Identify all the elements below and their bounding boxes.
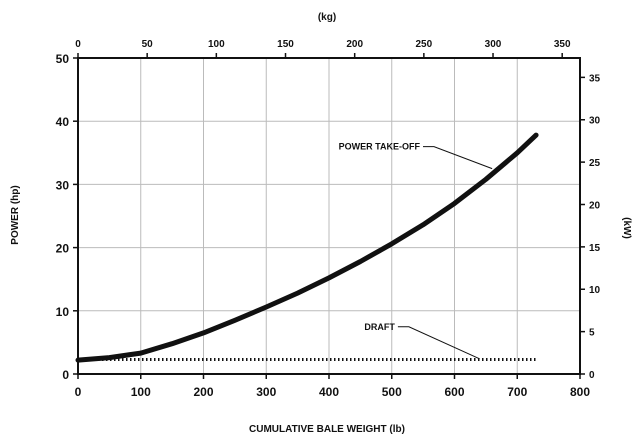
y2-tick-label: 15: [589, 243, 601, 254]
x2-tick-label: 50: [142, 39, 154, 50]
annotation-draft-leader: [397, 326, 480, 360]
y2-tick-label: 30: [589, 116, 601, 127]
y-axis-title: POWER (hp): [10, 185, 21, 244]
x-tick-label: 800: [570, 385, 590, 399]
y2-tick-label: 35: [589, 73, 601, 84]
x-tick-label: 500: [382, 385, 402, 399]
x2-tick-label: 300: [485, 39, 502, 50]
annotation-draft: DRAFT: [364, 322, 395, 332]
x2-tick-label: 100: [208, 39, 225, 50]
x-tick-label: 0: [75, 385, 82, 399]
y-tick-label: 20: [56, 242, 70, 256]
x2-tick-label: 200: [346, 39, 363, 50]
x2-tick-label: 350: [554, 39, 571, 50]
x-tick-label: 400: [319, 385, 339, 399]
y2-tick-label: 0: [589, 370, 595, 381]
y2-tick-label: 20: [589, 200, 601, 211]
y-tick-label: 0: [62, 368, 69, 382]
y2-tick-label: 5: [589, 328, 595, 339]
y-tick-label: 50: [56, 52, 70, 66]
y2-tick-label: 10: [589, 285, 601, 296]
x-tick-label: 100: [131, 385, 151, 399]
x-tick-label: 600: [444, 385, 464, 399]
x-axis-title: CUMULATIVE BALE WEIGHT (lb): [249, 424, 405, 435]
annotation-power-take-off: POWER TAKE-OFF: [339, 142, 421, 152]
series-group: [75, 132, 539, 363]
y2-axis-title: (kW): [621, 217, 632, 239]
grid-lines: [77, 57, 581, 375]
series-power-take-off: [75, 132, 539, 363]
x-tick-label: 700: [507, 385, 527, 399]
x-tick-label: 200: [193, 385, 213, 399]
x2-axis-title: (kg): [318, 12, 336, 23]
x2-tick-label: 150: [277, 39, 294, 50]
x-tick-label: 300: [256, 385, 276, 399]
y-tick-label: 10: [56, 305, 70, 319]
x2-tick-label: 250: [416, 39, 433, 50]
y2-tick-label: 25: [589, 158, 601, 169]
y-tick-label: 40: [56, 115, 70, 129]
x2-tick-label: 0: [75, 39, 81, 50]
annotation-power-take-off-leader: [422, 146, 493, 170]
annotations: POWER TAKE-OFF DRAFT: [339, 142, 493, 360]
y-tick-label: 30: [56, 178, 70, 192]
